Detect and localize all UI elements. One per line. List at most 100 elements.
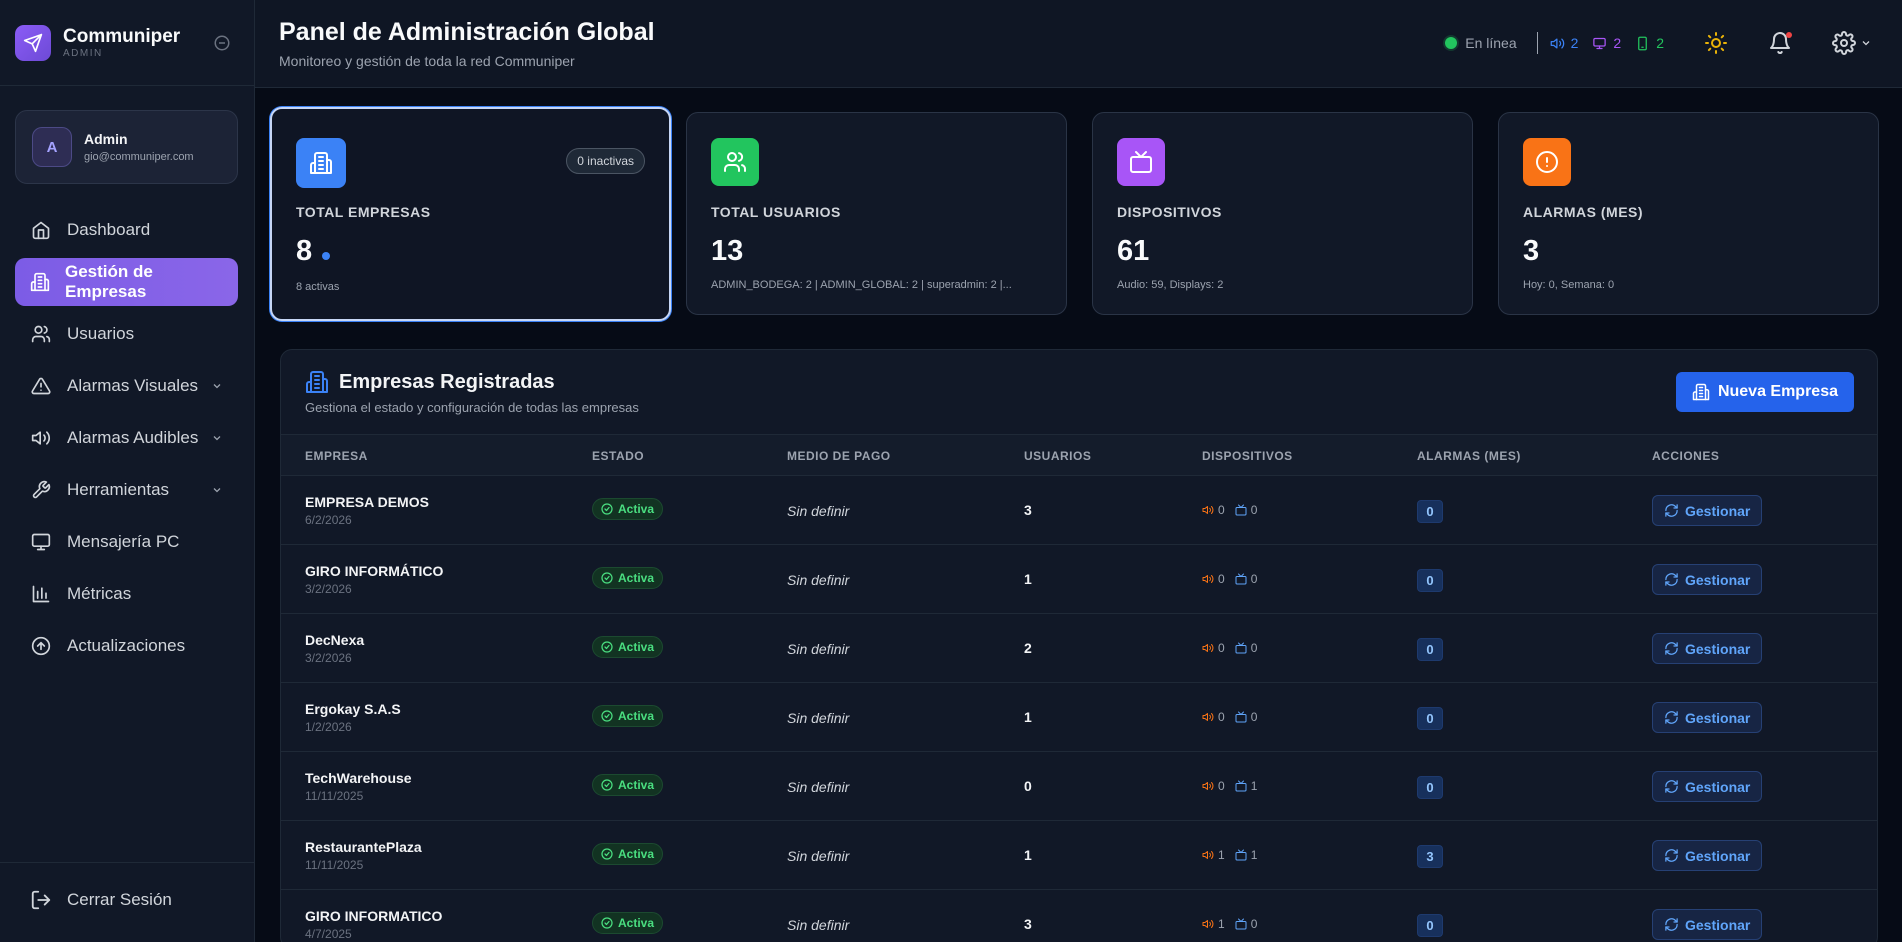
payment-method: Sin definir [787,503,850,519]
sidebar-item-usuarios[interactable]: Usuarios [15,310,238,358]
company-name: TechWarehouse [305,770,412,786]
manage-label: Gestionar [1685,847,1751,864]
user-card[interactable]: A Admin gio@communiper.com [15,110,238,184]
audio-devices: 0 [1218,710,1225,724]
new-company-button[interactable]: Nueva Empresa [1675,372,1854,412]
manage-button[interactable]: Gestionar [1652,633,1763,664]
stat-card-dispositivos[interactable]: DISPOSITIVOS 61 Audio: 59, Displays: 2 [1092,112,1473,315]
display-count: 2 [1592,35,1621,51]
user-count: 1 [1024,709,1032,725]
status-text: En línea [1465,35,1517,51]
manage-label: Gestionar [1685,709,1751,726]
chevron-down-icon [1860,37,1872,49]
company-name: DecNexa [305,632,365,648]
display-devices: 0 [1250,503,1258,517]
page-title: Panel de Administración Global [279,18,655,46]
manage-button[interactable]: Gestionar [1652,771,1763,802]
company-date: 6/2/2026 [305,513,352,527]
check-circle-icon [601,779,613,791]
stat-card-total-usuarios[interactable]: TOTAL USUARIOS 13 ADMIN_BODEGA: 2 | ADMIN_… [686,112,1067,315]
speaker-icon [1202,642,1214,654]
refresh-icon [1664,710,1679,725]
manage-label: Gestionar [1685,916,1751,933]
sidebar-item-actualizaciones[interactable]: Actualizaciones [15,622,238,670]
logout-button[interactable]: Cerrar Sesión [30,889,172,911]
manage-button[interactable]: Gestionar [1652,840,1763,871]
stat-card-total-empresas[interactable]: 0 inactivas TOTAL EMPRESAS 8 8 activas [270,107,671,321]
wrench-icon [30,479,52,501]
sidebar-item-label: Alarmas Visuales [67,376,199,395]
col-acciones: ACCIONES [1652,449,1720,463]
status-badge: Activa [592,498,664,520]
user-name: Admin [84,131,128,147]
stat-card-alarmas-mes[interactable]: ALARMAS (MES) 3 Hoy: 0, Semana: 0 [1498,112,1879,315]
warning-triangle-icon [30,375,52,397]
collapse-sidebar-icon[interactable] [213,34,231,52]
table-row: GIRO INFORMÁTICO 3/2/2026 Activa Sin defini… [281,545,1877,614]
status-cell: Activa [592,843,664,865]
connection-status: En línea [1445,35,1517,51]
sidebar-item-herramientas[interactable]: Herramientas [15,466,238,514]
users-icon [30,323,52,345]
company-cell: DecNexa 3/2/2026 [305,632,364,665]
user-count: 1 [1024,847,1032,863]
sidebar-item-mensajeria-pc[interactable]: Mensajería PC [15,518,238,566]
company-cell: TechWarehouse 11/11/2025 [305,770,412,803]
audio-devices: 1 [1218,848,1225,862]
tv-icon [1117,138,1165,186]
payment-method: Sin definir [787,572,850,588]
col-dispositivos: DISPOSITIVOS [1202,449,1293,463]
col-alarmas: ALARMAS (MES) [1417,449,1521,463]
sidebar-item-label: Dashboard [67,220,151,239]
status-badge: Activa [592,705,664,727]
col-medio-pago: MEDIO DE PAGO [787,449,891,463]
payment-method: Sin definir [787,848,850,864]
table-row: Ergokay S.A.S 1/2/2026 Activa Sin definir 1 0… [281,683,1877,752]
theme-toggle-sun-icon[interactable] [1704,31,1728,55]
manage-button[interactable]: Gestionar [1652,909,1763,940]
stat-value-wrap: 13 [711,235,743,268]
manage-button[interactable]: Gestionar [1652,564,1763,595]
user-count: 0 [1024,778,1032,794]
sidebar-item-gestion-de-empresas[interactable]: Gestión de Empresas [15,258,238,306]
notifications-bell-icon[interactable] [1768,31,1792,55]
sidebar-item-alarmas-audibles[interactable]: Alarmas Audibles [15,414,238,462]
manage-button[interactable]: Gestionar [1652,495,1763,526]
inactive-badge: 0 inactivas [566,148,645,174]
speaker-icon [1202,918,1214,930]
tv-icon [1235,642,1247,654]
sidebar-item-metricas[interactable]: Métricas [15,570,238,618]
notification-dot [1786,32,1792,38]
sidebar-item-dashboard[interactable]: Dashboard [15,206,238,254]
tv-icon [1235,504,1247,516]
status-cell: Activa [592,498,664,520]
stat-value: 8 [296,235,313,267]
alarm-count-badge: 0 [1417,500,1443,523]
alarm-count-badge: 0 [1417,569,1443,592]
manage-label: Gestionar [1685,502,1751,519]
status-text: Activa [618,709,655,723]
gear-icon [1832,31,1856,55]
panel-title: Empresas Registradas [339,370,555,393]
speaker-icon [1202,573,1214,585]
bar-chart-icon [30,583,52,605]
monitor-icon [30,531,52,553]
building-icon [30,271,50,293]
manage-button[interactable]: Gestionar [1652,702,1763,733]
sidebar-item-alarmas-visuales[interactable]: Alarmas Visuales [15,362,238,410]
speaker-icon [1202,711,1214,723]
building-icon [305,370,329,394]
status-cell: Activa [592,705,664,727]
manage-label: Gestionar [1685,778,1751,795]
status-badge: Activa [592,636,664,658]
settings-menu[interactable] [1832,31,1872,55]
refresh-icon [1664,572,1679,587]
audio-devices: 0 [1218,779,1225,793]
tv-icon [1235,711,1247,723]
company-date: 11/11/2025 [305,789,364,803]
